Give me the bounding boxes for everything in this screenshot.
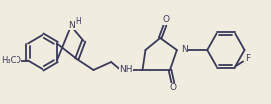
Text: O: O [169,84,176,92]
Text: F: F [245,54,250,63]
Text: O: O [14,56,21,65]
Text: H₃C: H₃C [1,56,16,65]
Text: N: N [69,20,75,30]
Text: NH: NH [119,66,133,74]
Text: N: N [181,46,188,54]
Text: O: O [163,15,170,25]
Text: H: H [75,17,81,25]
